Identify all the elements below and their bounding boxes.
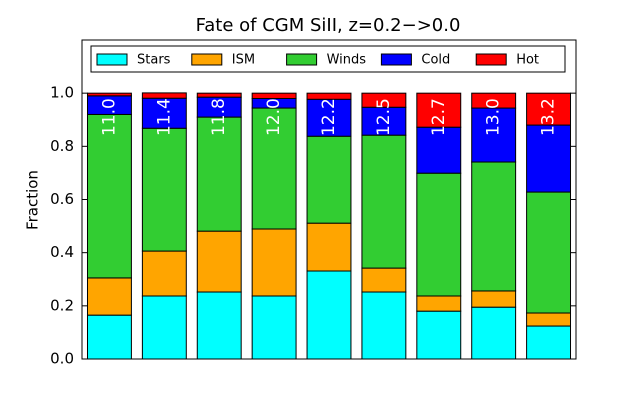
y-axis-label: Fraction [24, 170, 42, 230]
bar-label: 12.5 [374, 98, 394, 136]
legend-label: Cold [421, 53, 450, 68]
bar-segment [141, 250, 187, 297]
y-tick-label: 0.2 [50, 296, 74, 314]
bar-segment [471, 306, 517, 360]
legend-swatch [475, 53, 507, 66]
y-tick-label: 0.0 [50, 350, 74, 368]
bar-segment [526, 124, 572, 193]
legend-swatch [286, 53, 318, 66]
bar-segment [141, 295, 187, 360]
y-tick-label: 0.6 [50, 190, 74, 208]
bar-label: 11.8 [209, 98, 229, 136]
legend-label: Hot [516, 53, 539, 68]
bar-segment [251, 228, 297, 297]
legend-swatch [96, 53, 128, 66]
bar-label: 12.2 [319, 98, 339, 136]
bar-segment [526, 92, 572, 126]
bar-segment [306, 92, 352, 100]
bar-segment [306, 135, 352, 224]
bar-segment [196, 230, 242, 293]
bar-segment [416, 92, 462, 128]
bar-segment [471, 92, 517, 109]
bar-segment [361, 92, 407, 108]
legend-label: Winds [327, 53, 367, 68]
bar-segment [86, 314, 132, 360]
bar-segment [526, 325, 572, 360]
bar-segment [416, 172, 462, 297]
bar-segment [86, 277, 132, 316]
bar-segment [196, 291, 242, 360]
bar-segment [86, 92, 132, 97]
bar-segment [471, 161, 517, 292]
bar-segment [416, 310, 462, 360]
bar-label: 13.2 [539, 98, 559, 136]
legend-label: ISM [232, 53, 255, 68]
legend-swatch [380, 53, 412, 66]
bar-segment [196, 92, 242, 98]
y-tick-label: 0.4 [50, 243, 74, 261]
bar-segment [526, 191, 572, 314]
bar-segment [471, 290, 517, 308]
bar-label: 12.0 [264, 98, 284, 136]
y-tick-label: 1.0 [50, 84, 74, 102]
legend-label: Stars [137, 53, 171, 68]
bar-segment [306, 270, 352, 360]
legend-swatch [191, 53, 223, 66]
bar-label: 13.0 [484, 98, 504, 136]
bar-segment [196, 116, 242, 232]
chart-title: Fate of CGM SiII, z=0.2−>0.0 [196, 15, 461, 36]
bar-segment [361, 291, 407, 360]
bar-segment [141, 127, 187, 252]
bar-segment [141, 92, 187, 99]
bar-label: 11.4 [154, 98, 174, 136]
bar-label: 11.0 [99, 98, 119, 136]
bar-segment [416, 295, 462, 312]
bar-segment [306, 222, 352, 272]
y-tick-label: 0.8 [50, 137, 74, 155]
bar-segment [361, 267, 407, 293]
bar-segment [86, 113, 132, 279]
bar-segment [251, 92, 297, 99]
plot-frame [81, 39, 577, 360]
bar-label: 12.7 [429, 98, 449, 136]
bar-segment [361, 134, 407, 269]
bar-segment [526, 312, 572, 327]
bar-segment [251, 295, 297, 360]
bar-segment [141, 97, 187, 129]
